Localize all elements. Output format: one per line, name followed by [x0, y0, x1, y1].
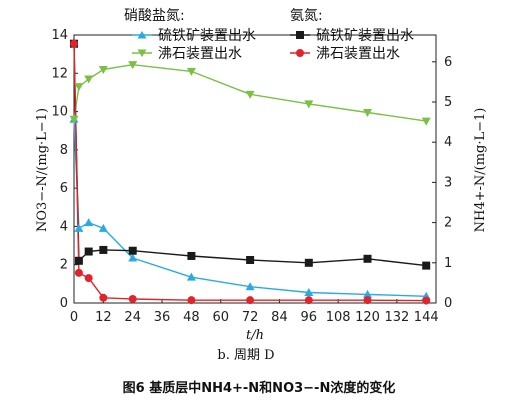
series-point-3 — [74, 268, 83, 277]
series-point-0 — [245, 282, 255, 291]
series-point-1 — [363, 109, 373, 118]
series-point-0 — [74, 223, 84, 232]
x-tick-label: 0 — [70, 310, 78, 325]
markers-layer — [69, 39, 431, 305]
series-point-0 — [84, 218, 94, 227]
series-point-3 — [128, 294, 137, 303]
x-tick-label: 48 — [183, 310, 200, 325]
series-line-0 — [73, 119, 427, 297]
plot-frame — [73, 34, 437, 304]
subcaption: b. 周期 D — [217, 348, 274, 363]
series-point-1 — [421, 117, 431, 126]
series-point-2 — [84, 247, 93, 256]
series-line-2 — [73, 43, 427, 267]
series-point-1 — [245, 90, 255, 99]
legend-marker-zeolite-ammonia — [296, 49, 304, 57]
series-point-3 — [363, 296, 372, 305]
legend-label-pyrite-ammonia: 硫铁矿装置出水 — [316, 28, 414, 44]
series-point-1 — [304, 100, 314, 109]
y-axis-right-label: NH4+-N/(mg·L−1) — [473, 108, 488, 233]
x-tick-label: 36 — [154, 310, 171, 325]
legend-label-pyrite-nitrate: 硫铁矿装置出水 — [158, 28, 256, 44]
series-point-2 — [363, 254, 372, 263]
series-point-1 — [128, 61, 138, 70]
series-point-2 — [422, 261, 431, 270]
series-point-3 — [99, 293, 108, 302]
series-point-3 — [187, 296, 196, 305]
legend-label-zeolite-nitrate: 沸石装置出水 — [158, 46, 242, 62]
series-point-2 — [246, 255, 255, 264]
series-point-0 — [363, 289, 373, 298]
series-point-1 — [186, 67, 196, 76]
y-right-tick-label: 3 — [444, 175, 452, 190]
series-point-1 — [69, 115, 79, 124]
x-tick-label: 60 — [212, 310, 229, 325]
series-point-1 — [74, 83, 84, 92]
x-tick-label: 24 — [124, 310, 141, 325]
x-tick-label: 72 — [242, 310, 259, 325]
x-tick-label: 120 — [355, 310, 380, 325]
y-left-tick-label: 4 — [60, 219, 68, 234]
y-axis-left-label: NO3−-N/(mg·L−1) — [35, 108, 50, 232]
lines-layer — [73, 43, 427, 302]
y-left-tick-label: 0 — [60, 296, 68, 311]
x-tick-label: 132 — [384, 310, 409, 325]
series-point-0 — [98, 223, 108, 232]
y-right-tick-label: 4 — [444, 135, 452, 150]
series-point-3 — [422, 296, 431, 305]
series-point-2 — [304, 258, 313, 267]
x-tick-label: 96 — [301, 310, 318, 325]
y-left-tick-label: 2 — [60, 258, 68, 273]
x-tick-label: 108 — [326, 310, 351, 325]
y-right-tick-label: 2 — [444, 216, 452, 231]
legend-label-zeolite-ammonia: 沸石装置出水 — [316, 46, 400, 62]
figure-caption: 图6 基质层中NH4+-N和NO3−-N浓度的变化 — [123, 380, 396, 396]
x-axis-label: t/h — [246, 328, 264, 343]
series-point-1 — [84, 75, 94, 84]
legend-group-ammonia: 氨氮: — [290, 8, 323, 24]
legend-marker-zeolite-nitrate — [137, 49, 147, 57]
series-point-3 — [84, 274, 93, 283]
series-point-1 — [98, 65, 108, 74]
x-tick-label: 144 — [414, 310, 439, 325]
series-point-2 — [99, 245, 108, 254]
legend-marker-pyrite-ammonia — [296, 31, 304, 39]
y-right-tick-label: 5 — [444, 95, 452, 110]
legend: 硝酸盐氮: 氨氮: 硫铁矿装置出水 沸石装置出水 硫铁矿装置出水 沸石装置出水 — [124, 8, 414, 62]
y-right-tick-label: 1 — [444, 256, 452, 271]
y-right-tick-label: 6 — [444, 55, 452, 70]
series-line-3 — [73, 43, 427, 302]
y-left-tick-label: 14 — [51, 28, 68, 43]
x-tick-label: 12 — [95, 310, 112, 325]
y-left-tick-label: 10 — [51, 105, 68, 120]
legend-marker-pyrite-nitrate — [137, 31, 147, 39]
ticks-layer: 0 12 24 36 48 60 72 84 96 108 120 132 14402468101214… — [51, 28, 452, 325]
y-left-tick-label: 12 — [51, 66, 68, 81]
series-point-2 — [74, 256, 83, 265]
series-point-0 — [304, 287, 314, 296]
series-line-1 — [73, 63, 427, 122]
y-right-tick-label: 0 — [444, 296, 452, 311]
series-point-2 — [187, 251, 196, 260]
y-left-tick-label: 6 — [60, 181, 68, 196]
x-tick-label: 84 — [271, 310, 288, 325]
series-point-3 — [70, 39, 78, 48]
series-point-2 — [128, 246, 137, 255]
series-point-0 — [128, 253, 138, 262]
series-point-0 — [186, 272, 196, 281]
y-left-tick-label: 8 — [60, 143, 68, 158]
legend-group-nitrate: 硝酸盐氮: — [124, 8, 185, 24]
series-point-3 — [304, 296, 313, 305]
series-point-3 — [246, 296, 255, 305]
